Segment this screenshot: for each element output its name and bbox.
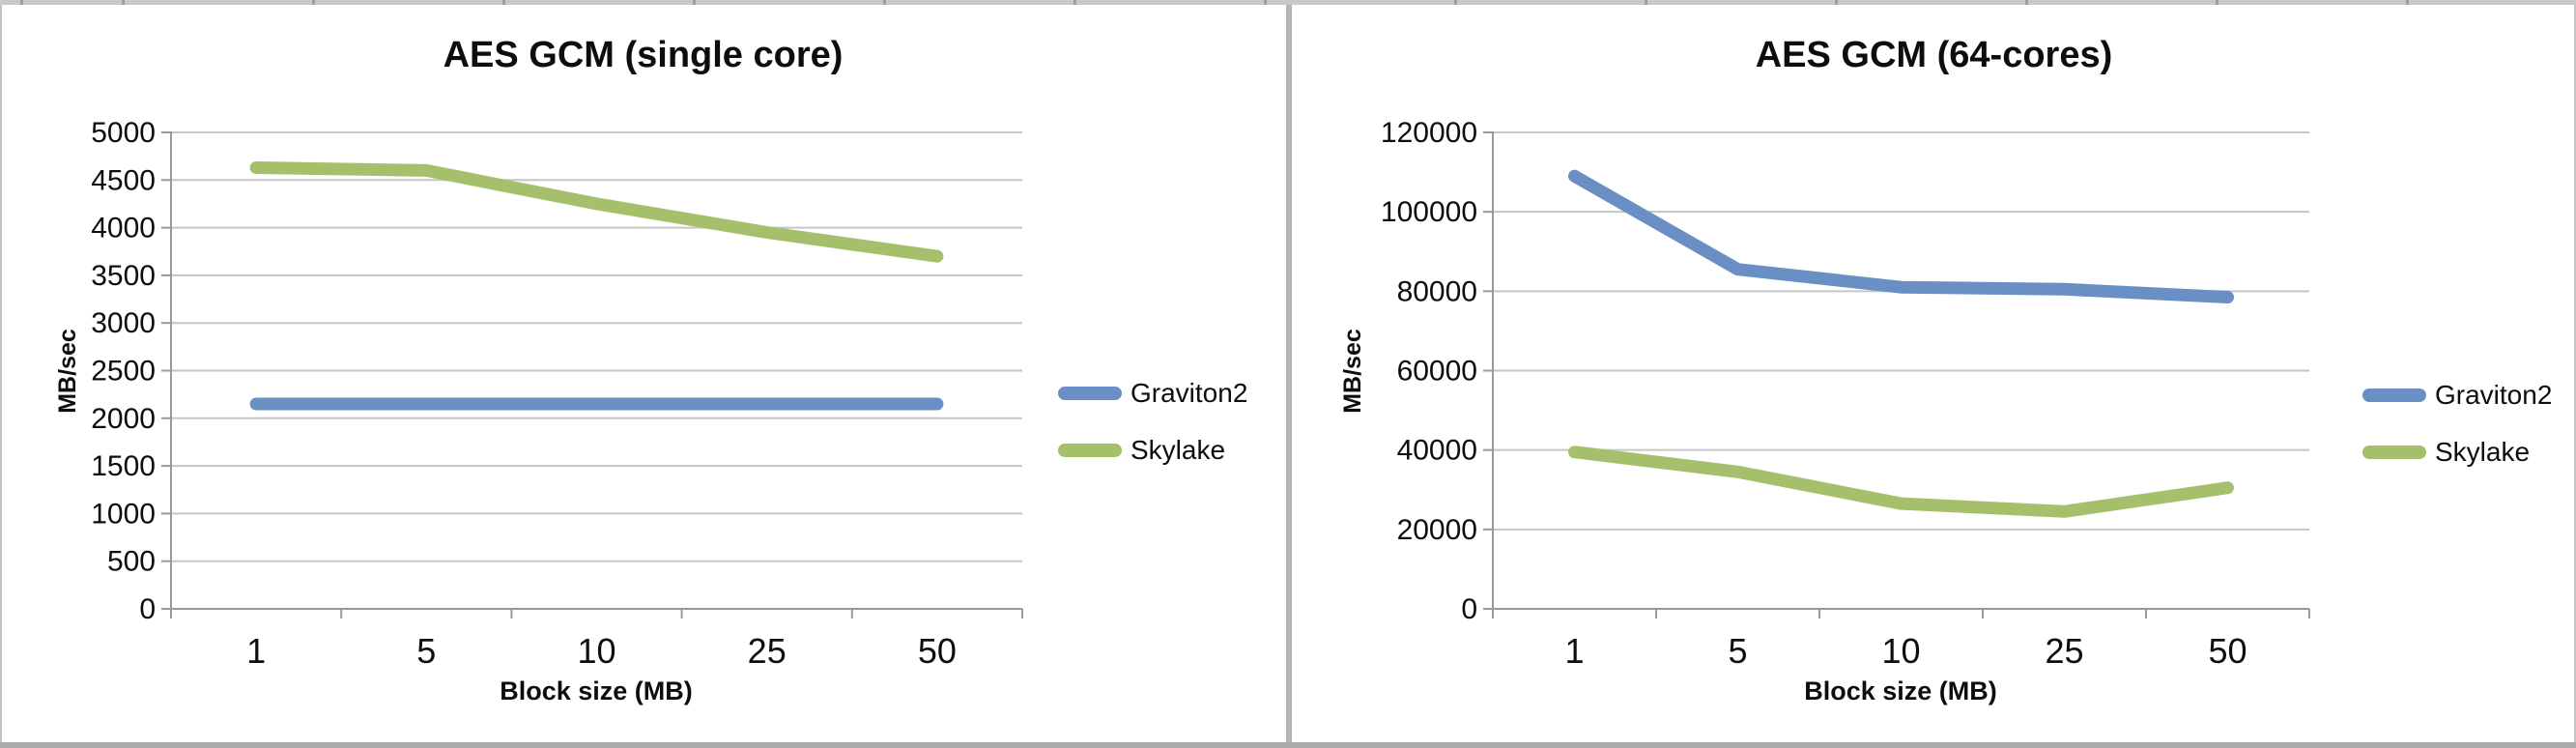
y-tick-label: 1500 (91, 450, 156, 482)
x-tick-label: 5 (416, 631, 436, 671)
legend-item-graviton2: Graviton2 (2362, 380, 2552, 411)
legend-swatch-graviton2 (1058, 387, 1122, 400)
left-edge (0, 0, 2, 748)
legend: Graviton2 Skylake (1058, 378, 1247, 492)
legend-label-skylake: Skylake (1131, 435, 1226, 465)
x-tick-label: 1 (1564, 631, 1584, 671)
legend-item-skylake: Skylake (2362, 437, 2552, 468)
y-tick-label: 120000 (1381, 117, 1477, 149)
x-tick-label: 1 (246, 631, 266, 671)
x-tick-label: 10 (1881, 631, 1920, 671)
chart-title: AES GCM (64-cores) (1755, 35, 2113, 75)
y-tick-label: 3500 (91, 260, 156, 292)
x-tick-label: 25 (2045, 631, 2083, 671)
series-line-graviton2 (1568, 169, 2234, 303)
y-tick-label: 4500 (91, 164, 156, 196)
y-tick-label: 100000 (1381, 196, 1477, 228)
y-tick-label: 2000 (91, 403, 156, 435)
x-tick-label: 5 (1728, 631, 1747, 671)
legend-swatch-skylake (2362, 446, 2426, 459)
legend-swatch-skylake (1058, 444, 1122, 457)
y-tick-label: 1000 (91, 498, 156, 530)
y-tick-label: 3000 (91, 307, 156, 339)
x-tick-label: 25 (748, 631, 787, 671)
chart-panel-single-core: AES GCM (single core) MB/sec 0 500 1000 150… (0, 0, 1286, 748)
y-tick-label: 2500 (91, 356, 156, 388)
y-tick-label: 0 (1461, 593, 1477, 625)
legend-item-skylake: Skylake (1058, 435, 1247, 466)
legend-label-skylake: Skylake (2435, 437, 2531, 467)
y-tick-label: 0 (139, 593, 156, 625)
plot-area: 0 20000 40000 60000 80000 100000 120000 1 5 10 25 5… (1381, 117, 2310, 671)
y-tick-label: 60000 (1397, 356, 1477, 388)
y-tick-label: 80000 (1397, 275, 1477, 307)
legend-label-graviton2: Graviton2 (1131, 378, 1248, 408)
x-tick-label: 10 (577, 631, 615, 671)
spreadsheet-bottom-edge (0, 742, 2576, 748)
spreadsheet-top-edge (0, 0, 2576, 5)
x-tick-label: 50 (918, 631, 957, 671)
y-tick-label: 40000 (1397, 435, 1477, 467)
plot-area: 0 500 1000 1500 2000 2500 3000 3500 4000 4500 5000… (91, 117, 1023, 671)
legend-swatch-graviton2 (2362, 388, 2426, 402)
series-line-skylake (1568, 446, 2234, 518)
series-line-skylake (249, 161, 944, 263)
legend-item-graviton2: Graviton2 (1058, 378, 1247, 409)
x-tick-label: 50 (2208, 631, 2247, 671)
legend: Graviton2 Skylake (2362, 380, 2552, 494)
panel-divider (1286, 0, 1292, 748)
right-edge (2574, 0, 2576, 748)
chart-title: AES GCM (single core) (443, 35, 844, 75)
x-axis-title: Block size (MB) (500, 676, 693, 705)
y-tick-label: 5000 (91, 117, 156, 149)
legend-label-graviton2: Graviton2 (2435, 380, 2553, 410)
y-tick-label: 4000 (91, 213, 156, 245)
chart-panel-64-cores: AES GCM (64-cores) MB/sec 0 20000 40000 600… (1292, 0, 2576, 748)
x-axis-title: Block size (MB) (1804, 676, 1997, 705)
y-tick-label: 500 (107, 546, 156, 578)
y-tick-label: 20000 (1397, 514, 1477, 546)
